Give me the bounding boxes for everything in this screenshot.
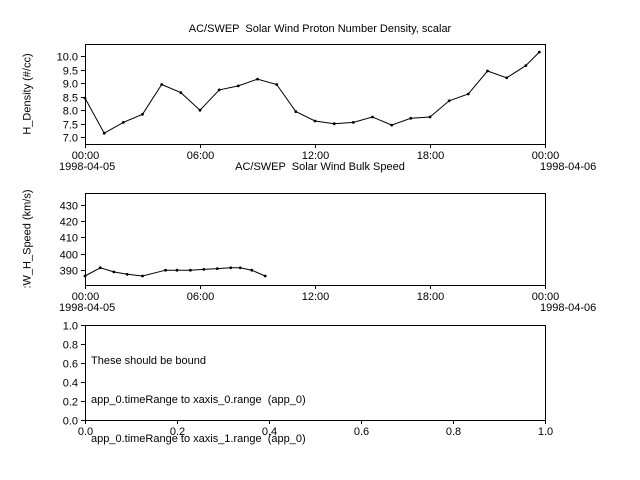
binding-note-line-3: app_0.timeRange to xaxis_1.range (app_0)	[91, 433, 306, 445]
x-tick-label: 12:00	[302, 150, 330, 162]
data-marker	[179, 91, 183, 94]
data-marker	[351, 121, 355, 124]
x-tick-label: 06:00	[187, 291, 215, 303]
data-marker	[294, 110, 298, 113]
data-marker	[98, 266, 102, 270]
x-tick-label: 18:00	[417, 291, 445, 303]
data-marker	[121, 121, 125, 124]
data-marker	[256, 77, 259, 81]
x-tick-label: 0.8	[446, 426, 461, 438]
binding-note-line-2: app_0.timeRange to xaxis_0.range (app_0)	[91, 394, 306, 406]
date-label-start-panel1: 1998-04-05	[59, 161, 116, 173]
plot-frame-0[interactable]	[85, 44, 546, 145]
y-tick-label: 0.8	[63, 340, 78, 352]
binding-notes: These should be bound app_0.timeRange to…	[91, 329, 306, 472]
data-marker	[164, 268, 167, 272]
data-marker	[332, 122, 336, 126]
y-tick-label: 9.5	[63, 66, 78, 78]
data-marker	[236, 84, 240, 88]
y-tick-label: 400	[60, 250, 78, 262]
data-line-0	[84, 51, 540, 134]
data-marker	[125, 272, 129, 276]
date-label-end-panel2: 1998-04-06	[540, 302, 597, 314]
data-line-1	[84, 267, 266, 277]
data-marker	[371, 115, 374, 119]
data-marker	[250, 268, 254, 272]
x-tick-label: 00:00	[532, 150, 560, 162]
binding-note-line-1: These should be bound	[91, 355, 206, 367]
x-tick-label: 1.0	[538, 426, 553, 438]
data-marker	[215, 267, 219, 270]
x-tick-label: 00:00	[532, 291, 560, 303]
data-marker	[537, 50, 541, 54]
data-marker	[217, 88, 221, 92]
data-marker	[524, 64, 528, 67]
data-marker	[202, 268, 206, 271]
data-marker	[112, 270, 116, 274]
data-marker	[83, 96, 87, 100]
data-marker	[175, 268, 179, 272]
data-marker	[409, 116, 413, 120]
bulkspeed-plot-title: AC/SWEP Solar Wind Bulk Speed	[235, 161, 405, 173]
x-tick-label: 18:00	[417, 150, 445, 162]
y-tick-label: 0.6	[63, 359, 78, 371]
plot-frame-1[interactable]	[85, 193, 546, 286]
y-tick-label: 7.0	[63, 133, 78, 145]
data-marker	[466, 92, 470, 96]
y-tick-label: 420	[60, 217, 78, 229]
y-tick-label: 10.0	[57, 52, 78, 64]
y-tick-label: 430	[60, 201, 78, 213]
x-tick-label: 0.4	[262, 426, 277, 438]
y-tick-label: 8.0	[63, 106, 78, 118]
x-tick-label: 00:00	[72, 150, 100, 162]
y-tick-label: 7.5	[63, 120, 78, 132]
data-marker	[189, 268, 192, 272]
x-tick-label: 12:00	[302, 291, 330, 303]
x-tick-label: 00:00	[72, 291, 100, 303]
data-marker	[313, 119, 317, 123]
y-tick-label: 8.5	[63, 93, 78, 105]
y-tick-label: 9.0	[63, 79, 78, 91]
data-marker	[102, 131, 106, 135]
data-marker	[263, 274, 267, 278]
data-marker	[160, 83, 164, 86]
y-tick-label: 0.0	[63, 416, 78, 428]
bulkspeed-y-axis-label: :W_H_Speed (km/s)	[21, 189, 34, 289]
date-label-start-panel2: 1998-04-05	[59, 302, 116, 314]
data-marker	[238, 266, 242, 270]
data-marker	[83, 274, 87, 278]
data-marker	[390, 123, 394, 127]
data-marker	[275, 83, 279, 86]
data-marker	[229, 266, 233, 270]
x-tick-label: 06:00	[187, 150, 215, 162]
data-marker	[141, 274, 144, 278]
y-tick-label: 390	[60, 266, 78, 278]
y-tick-label: 0.2	[63, 397, 78, 409]
x-tick-label: 0.6	[354, 426, 369, 438]
y-tick-label: 410	[60, 233, 78, 245]
density-plot-title: AC/SWEP Solar Wind Proton Number Density…	[188, 23, 452, 35]
y-tick-label: 0.4	[63, 378, 78, 390]
data-marker	[505, 76, 509, 80]
date-label-end-panel1: 1998-04-06	[540, 161, 597, 173]
data-marker	[198, 108, 202, 112]
y-tick-label: 1.0	[63, 321, 78, 333]
x-tick-label: 0.0	[78, 426, 93, 438]
data-marker	[428, 115, 432, 119]
density-y-axis-label: H_Density (#/cc)	[21, 53, 34, 135]
data-marker	[486, 69, 489, 73]
x-tick-label: 0.2	[170, 426, 185, 438]
data-marker	[141, 112, 144, 116]
plot-frame-2[interactable]	[85, 325, 546, 421]
data-marker	[447, 99, 451, 103]
